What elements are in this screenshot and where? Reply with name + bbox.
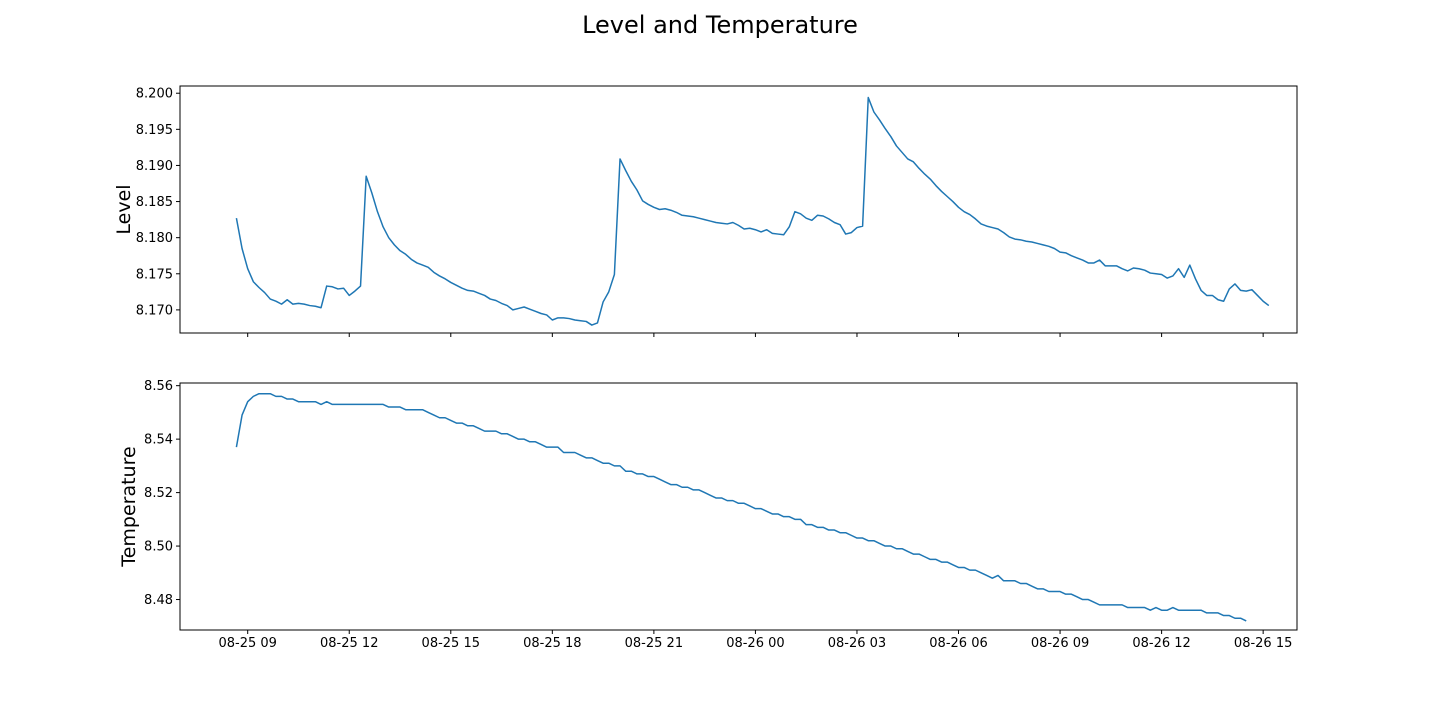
temperature-y-axis-label: Temperature bbox=[118, 446, 140, 567]
level-series-line bbox=[235, 96, 1270, 326]
temperature-y-tick-label: 8.54 bbox=[144, 433, 173, 448]
temperature-x-tick-label: 08-26 06 bbox=[929, 636, 987, 651]
level-y-tick-label: 8.200 bbox=[136, 87, 173, 102]
temperature-x-tick-label: 08-26 12 bbox=[1132, 636, 1190, 651]
temperature-series-line bbox=[235, 392, 1247, 622]
level-y-tick-label: 8.195 bbox=[136, 123, 173, 138]
level-y-axis-label: Level bbox=[113, 184, 135, 234]
temperature-y-tick-label: 8.50 bbox=[144, 540, 173, 555]
temperature-x-tick-label: 08-25 09 bbox=[218, 636, 276, 651]
level-y-tick-label: 8.175 bbox=[136, 267, 173, 282]
level-axes-frame bbox=[179, 85, 1298, 334]
temperature-x-tick-label: 08-26 03 bbox=[828, 636, 886, 651]
level-y-tick-label: 8.170 bbox=[136, 303, 173, 318]
temperature-x-tick-label: 08-26 15 bbox=[1234, 636, 1292, 651]
temperature-x-tick-label: 08-26 09 bbox=[1031, 636, 1089, 651]
temperature-y-tick-label: 8.52 bbox=[144, 486, 173, 501]
temperature-y-tick-label: 8.48 bbox=[144, 593, 173, 608]
temperature-axes-frame bbox=[179, 382, 1298, 631]
temperature-axes: 8.48 8.50 8.52 8.54 8.56 08-25 09 08-25 12 08-2… bbox=[118, 379, 1298, 651]
level-y-tick-label: 8.185 bbox=[136, 195, 173, 210]
temperature-x-tick-label: 08-25 12 bbox=[320, 636, 378, 651]
temperature-x-tick-label: 08-25 15 bbox=[422, 636, 480, 651]
temperature-x-tick-label: 08-26 00 bbox=[726, 636, 784, 651]
level-axes: 8.170 8.175 8.180 8.185 8.190 8.195 8.200 Level bbox=[113, 85, 1298, 337]
level-y-tick-label: 8.190 bbox=[136, 159, 173, 174]
temperature-x-tick-label: 08-25 18 bbox=[523, 636, 581, 651]
figure-title: Level and Temperature bbox=[582, 11, 858, 39]
temperature-y-tick-label: 8.56 bbox=[144, 379, 173, 394]
temperature-x-tick-label: 08-25 21 bbox=[625, 636, 683, 651]
level-y-tick-label: 8.180 bbox=[136, 231, 173, 246]
